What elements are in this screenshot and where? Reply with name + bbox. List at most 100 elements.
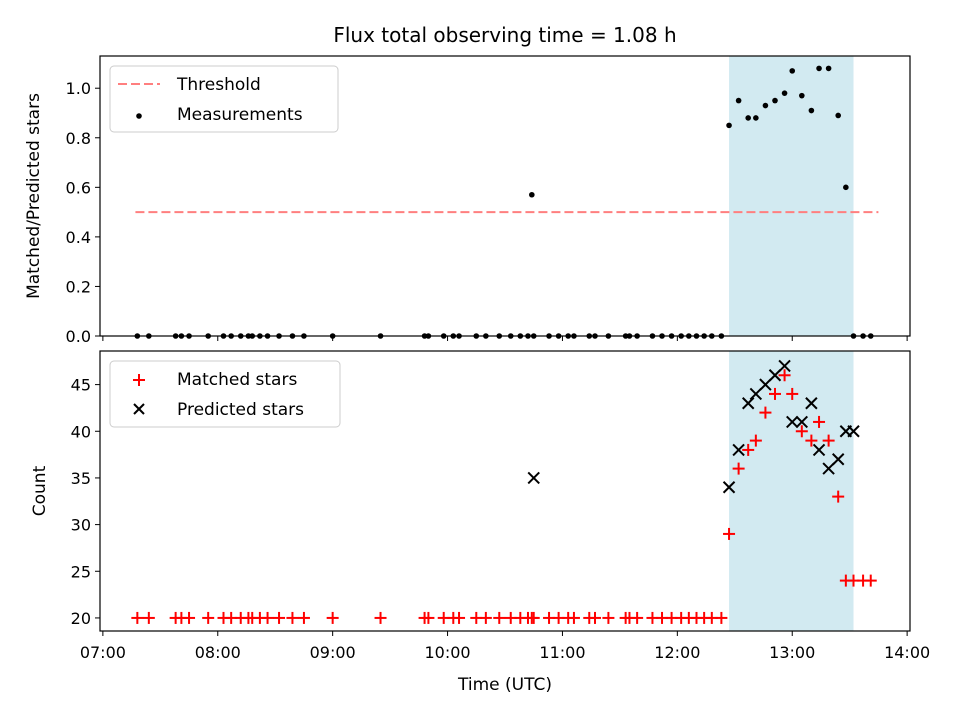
predicted-star-point (786, 415, 799, 429)
y-tick-label: 0.4 (66, 228, 91, 247)
predicted-star-point (759, 378, 772, 391)
y-tick-label: 25 (71, 562, 91, 581)
measurement-point (781, 90, 788, 96)
x-tick-label: 10:00 (424, 643, 470, 662)
legend-matched-swatch (133, 374, 145, 386)
y-tick-label: 0.8 (66, 129, 91, 148)
y-tick-label: 35 (71, 469, 91, 488)
y-tick-label: 20 (71, 609, 91, 628)
count-panel: 20 25 30 35 40 45 07:00 08:00 09:00 10:00 11:00 12… (30, 350, 930, 695)
measurement-point (745, 115, 751, 121)
y-tick-label: 40 (71, 422, 91, 441)
matched-star-point (715, 611, 728, 624)
matched-star-point (422, 611, 435, 624)
matched-star-point (749, 434, 762, 447)
predicted-star-point (778, 359, 791, 373)
legend-matched-label: Matched stars (177, 370, 297, 390)
count-panel-frame (99, 350, 911, 632)
measurement-point (772, 97, 778, 104)
matched-star-point (286, 611, 299, 624)
measurement-point (735, 97, 742, 104)
ratio-panel: 0.0 0.2 0.4 0.6 0.8 1.0 Matched/Predicted sta… (24, 55, 911, 346)
matched-star-point (142, 611, 155, 624)
matched-star-point (742, 443, 755, 456)
x-tick-label: 14:00 (884, 643, 930, 662)
matched-star-point (778, 369, 791, 382)
matched-star-point (374, 611, 387, 624)
measurement-point (529, 191, 535, 198)
measurement-point (753, 115, 759, 121)
count-y-axis-label: Count (30, 465, 50, 516)
legend-predicted-label: Predicted stars (177, 400, 304, 420)
matched-star-point (759, 406, 772, 419)
legend-predicted-swatch (133, 403, 145, 415)
matched-star-point (864, 574, 877, 587)
matched-star-point (813, 415, 826, 428)
y-tick-label: 45 (71, 376, 91, 395)
measurement-point (762, 102, 769, 109)
matched-star-point (832, 490, 845, 503)
matched-star-point (631, 611, 644, 624)
predicted-star-point (527, 471, 540, 485)
measurement-point (808, 107, 815, 114)
matched-star-point (567, 611, 580, 624)
matched-star-point (786, 387, 799, 400)
ratio-panel-frame (99, 55, 911, 337)
y-tick-label: 1.0 (66, 79, 91, 98)
legend-measurements-label: Measurements (177, 105, 303, 125)
x-tick-label: 11:00 (539, 643, 585, 662)
matched-star-point (527, 611, 540, 624)
matched-star-point (769, 387, 781, 400)
matched-star-point (202, 611, 215, 624)
measurement-point (835, 112, 841, 119)
x-tick-label: 13:00 (769, 643, 815, 662)
measurement-point (825, 65, 832, 72)
measurement-point (799, 92, 805, 99)
chart-title: Flux total observing time = 1.08 h (333, 23, 676, 47)
predicted-star-point (732, 443, 745, 457)
y-tick-label: 0.2 (66, 277, 91, 296)
matched-star-point (479, 611, 492, 624)
x-tick-label: 12:00 (654, 643, 700, 662)
predicted-star-point (768, 369, 782, 382)
predicted-star-point (847, 425, 860, 438)
x-tick-label: 08:00 (195, 643, 241, 662)
predicted-star-point (795, 415, 809, 429)
matched-star-point (131, 611, 144, 624)
predicted-star-point (831, 453, 845, 466)
predicted-star-point (805, 397, 818, 410)
predicted-star-point (749, 387, 763, 401)
measurement-point (789, 68, 796, 74)
legend-measurements-swatch (136, 113, 142, 119)
matched-star-point (723, 527, 736, 540)
matched-star-point (183, 611, 196, 624)
matched-star-point (297, 611, 310, 624)
ratio-y-axis-label: Matched/Predicted stars (24, 93, 44, 299)
matched-star-point (273, 611, 286, 624)
matched-star-point (732, 462, 745, 475)
matched-star-point (453, 611, 466, 624)
measurement-point (816, 65, 822, 72)
matched-star-point (589, 611, 601, 624)
y-tick-label: 30 (71, 516, 91, 535)
predicted-star-point (812, 443, 826, 457)
measurement-point (843, 184, 849, 191)
predicted-star-point (822, 462, 835, 475)
matched-star-point (326, 611, 339, 624)
matched-star-point (261, 611, 274, 624)
predicted-star-point (722, 481, 736, 494)
matched-star-point (602, 611, 615, 624)
observing-window-span (729, 56, 854, 336)
matched-star-point (805, 434, 818, 447)
matched-star-point (795, 425, 808, 438)
matched-star-point (493, 611, 506, 624)
matched-star-point (822, 434, 835, 447)
measurement-point (726, 122, 732, 129)
y-tick-label: 0.6 (66, 178, 91, 197)
ratio-legend: Threshold Measurements (109, 65, 339, 133)
x-tick-label: 07:00 (80, 643, 126, 662)
x-axis-label: Time (UTC) (457, 675, 552, 695)
predicted-star-point (741, 397, 755, 410)
x-tick-label: 09:00 (310, 643, 356, 662)
